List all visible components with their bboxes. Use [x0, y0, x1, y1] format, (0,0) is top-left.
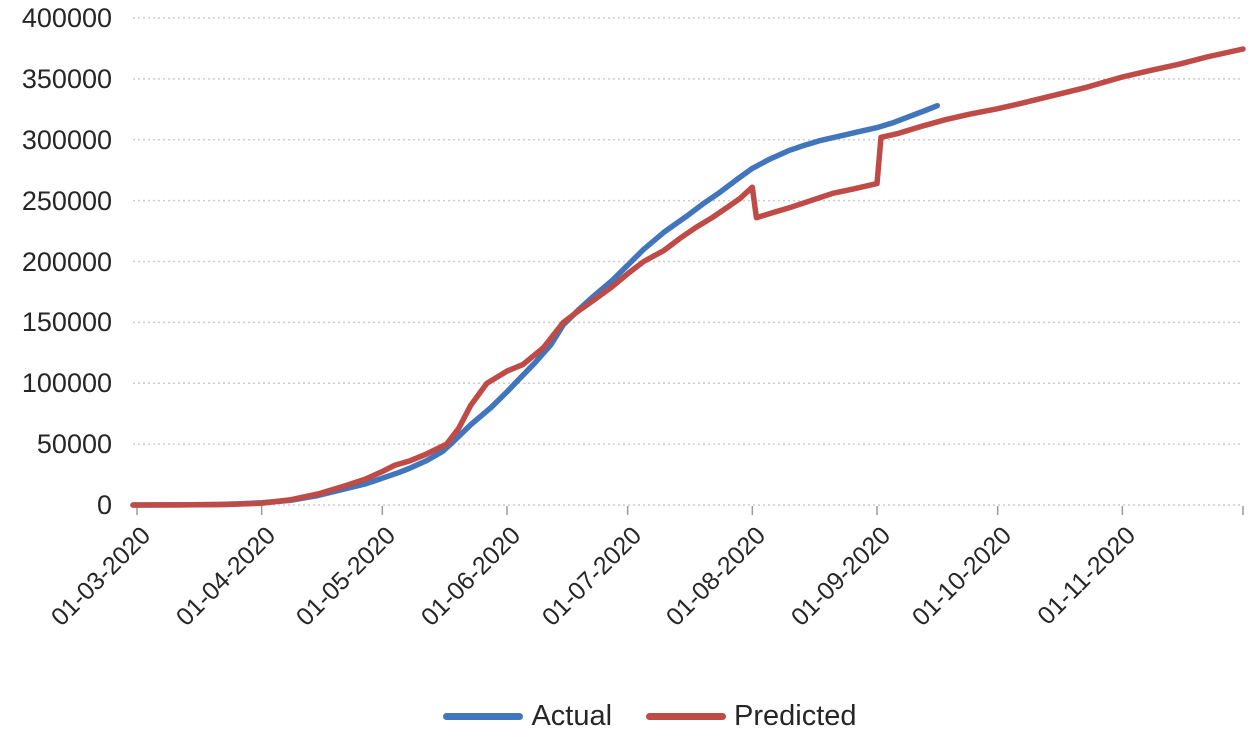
- legend-label: Actual: [531, 700, 613, 732]
- y-axis-tick-label: 0: [96, 490, 112, 520]
- y-axis-tick-label: 250000: [21, 185, 112, 216]
- y-axis-tick-label: 400000: [21, 3, 112, 33]
- legend-swatch-predicted: [646, 713, 727, 720]
- legend-label: Predicted: [734, 700, 857, 732]
- chart-legend: Actual Predicted: [25, 700, 1250, 733]
- series-line-predicted: [130, 46, 1246, 508]
- y-axis-tick-label: 300000: [21, 124, 112, 155]
- y-axis-tick-label: 200000: [21, 246, 112, 277]
- legend-swatch-actual: [443, 713, 524, 720]
- y-axis-tick-label: 100000: [21, 368, 112, 399]
- legend-item-actual: Actual: [443, 700, 612, 733]
- y-axis-tick-label: 50000: [36, 429, 112, 460]
- y-axis-tick-label: 350000: [21, 63, 112, 94]
- series-line-actual: [130, 102, 941, 508]
- legend-item-predicted: Predicted: [646, 700, 857, 733]
- y-axis-tick-label: 150000: [21, 307, 112, 338]
